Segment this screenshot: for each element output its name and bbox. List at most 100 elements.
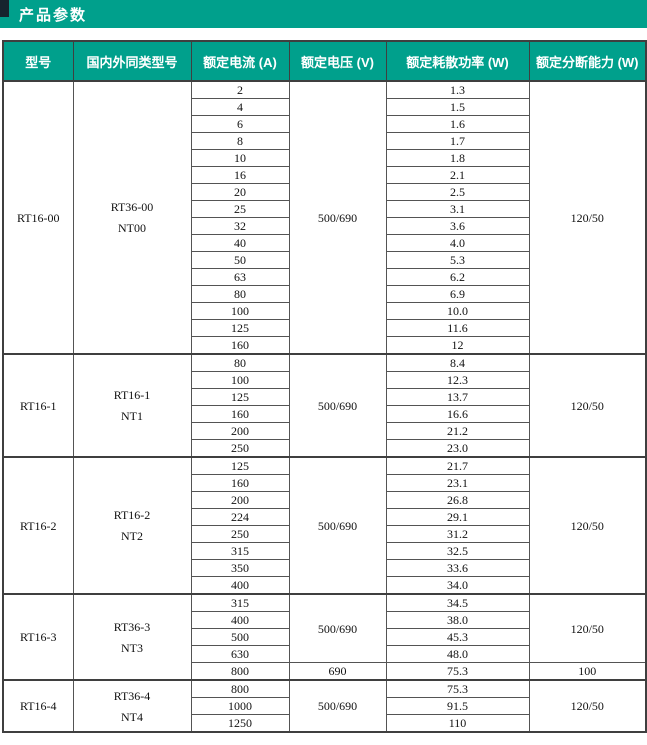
rated-current-cell: 20 — [190, 183, 290, 201]
rated-current-cell: 63 — [190, 268, 290, 286]
rated-current-cell: 400 — [190, 611, 290, 629]
rated-current-cell: 800 — [190, 679, 290, 698]
rated-power-dissipation-cell: 29.1 — [385, 508, 530, 526]
rated-voltage-cell: 500/690 — [288, 593, 387, 663]
equivalent-model-cell: RT36-3 NT3 — [72, 593, 192, 681]
model-cell: RT16-3 — [2, 593, 74, 681]
rated-current-cell: 630 — [190, 645, 290, 663]
column-header-breaking: 额定分断能力 (W) — [528, 40, 647, 82]
rated-power-dissipation-cell: 21.2 — [385, 422, 530, 440]
rated-power-dissipation-cell: 75.3 — [385, 679, 530, 698]
table-row: 630 48.0 — [3, 645, 646, 663]
rated-power-dissipation-cell: 75.3 — [385, 662, 530, 681]
rated-power-dissipation-cell: 11.6 — [385, 319, 530, 337]
rated-voltage-cell: 500/690 — [288, 679, 387, 733]
table-row: 100 12.3 — [3, 371, 646, 389]
rated-voltage-cell: 690 — [288, 662, 387, 681]
rated-current-cell: 315 — [190, 542, 290, 560]
equivalent-model-cell: RT36-4 NT4 — [72, 679, 192, 733]
rated-power-dissipation-cell: 23.1 — [385, 474, 530, 492]
rated-power-dissipation-cell: 33.6 — [385, 559, 530, 577]
table-row: 50 5.3 — [3, 251, 646, 269]
rated-current-cell: 160 — [190, 474, 290, 492]
rated-current-cell: 125 — [190, 388, 290, 406]
rated-power-dissipation-cell: 45.3 — [385, 628, 530, 646]
column-header-current: 额定电流 (A) — [190, 40, 290, 82]
equivalent-model-line: NT2 — [121, 529, 143, 543]
table-row: RT16-00 RT36-00 NT00 2 500/690 1.3 120/50 — [2, 80, 647, 355]
table-row: 500 45.3 — [3, 628, 646, 646]
equivalent-model-line: RT16-1 — [113, 388, 151, 402]
rated-power-dissipation-cell: 34.5 — [385, 593, 530, 612]
rated-power-dissipation-cell: 13.7 — [385, 388, 530, 406]
rated-current-cell: 25 — [190, 200, 290, 218]
equivalent-model-cell: RT36-00 NT00 — [72, 80, 192, 355]
table-header: 型号 国内外同类型号 额定电流 (A) 额定电压 (V) 额定耗散功率 (W) 额定分断能… — [2, 40, 647, 82]
rated-current-cell: 125 — [190, 319, 290, 337]
equivalent-model-cell: RT16-2 NT2 — [72, 456, 192, 595]
rated-current-cell: 350 — [190, 559, 290, 577]
rated-breaking-capacity-cell: 120/50 — [528, 80, 647, 355]
product-spec-table: 型号 国内外同类型号 额定电流 (A) 额定电压 (V) 额定耗散功率 (W) 额定分断能… — [2, 40, 647, 733]
table-row: 1250 110 — [3, 714, 646, 733]
table-row: 160 16.6 — [3, 405, 646, 423]
rated-current-cell: 40 — [190, 234, 290, 252]
rated-power-dissipation-cell: 1.8 — [385, 149, 530, 167]
table-row: 400 38.0 — [3, 611, 646, 629]
table-body: RT16-00 RT36-00 NT00 2 500/690 1.3 120/50 4 1.5 6… — [2, 80, 647, 733]
table-row: 800 690 75.3 100 — [3, 662, 647, 681]
rated-current-cell: 200 — [190, 491, 290, 509]
rated-current-cell: 100 — [190, 302, 290, 320]
rated-power-dissipation-cell: 110 — [385, 714, 530, 733]
rated-power-dissipation-cell: 6.2 — [385, 268, 530, 286]
rated-current-cell: 8 — [190, 132, 290, 150]
model-cell: RT16-00 — [2, 80, 74, 355]
table-row: 125 13.7 — [3, 388, 646, 406]
rated-voltage-cell: 500/690 — [288, 80, 387, 355]
rated-power-dissipation-cell: 12 — [385, 336, 530, 355]
table-row: 20 2.5 — [3, 183, 646, 201]
table-row: 160 12 — [3, 336, 646, 355]
rated-current-cell: 10 — [190, 149, 290, 167]
rated-power-dissipation-cell: 23.0 — [385, 439, 530, 458]
equivalent-model-line: RT36-00 — [110, 200, 154, 214]
rated-power-dissipation-cell: 10.0 — [385, 302, 530, 320]
rated-power-dissipation-cell: 31.2 — [385, 525, 530, 543]
rated-current-cell: 1000 — [190, 697, 290, 715]
rated-current-cell: 250 — [190, 439, 290, 458]
rated-breaking-capacity-cell: 120/50 — [528, 679, 647, 733]
model-cell: RT16-2 — [2, 456, 74, 595]
rated-power-dissipation-cell: 8.4 — [385, 353, 530, 372]
table-row: 250 31.2 — [3, 525, 646, 543]
model-cell: RT16-4 — [2, 679, 74, 733]
rated-power-dissipation-cell: 21.7 — [385, 456, 530, 475]
table-row: 40 4.0 — [3, 234, 646, 252]
table-row: 315 32.5 — [3, 542, 646, 560]
rated-breaking-capacity-cell: 120/50 — [528, 593, 647, 663]
rated-current-cell: 6 — [190, 115, 290, 133]
rated-power-dissipation-cell: 32.5 — [385, 542, 530, 560]
section-title-bar: 产品参数 — [0, 0, 647, 28]
table-row: 200 21.2 — [3, 422, 646, 440]
equivalent-model-line: NT00 — [118, 221, 146, 235]
rated-power-dissipation-cell: 1.6 — [385, 115, 530, 133]
equivalent-model-line: RT16-2 — [113, 508, 151, 522]
rated-breaking-capacity-cell: 100 — [528, 662, 647, 681]
rated-current-cell: 800 — [190, 662, 290, 681]
table-row: 400 34.0 — [3, 576, 646, 595]
column-header-voltage: 额定电压 (V) — [288, 40, 387, 82]
column-header-equivalent: 国内外同类型号 — [72, 40, 192, 82]
rated-power-dissipation-cell: 6.9 — [385, 285, 530, 303]
rated-power-dissipation-cell: 1.7 — [385, 132, 530, 150]
rated-voltage-cell: 500/690 — [288, 456, 387, 595]
rated-current-cell: 80 — [190, 285, 290, 303]
rated-power-dissipation-cell: 16.6 — [385, 405, 530, 423]
table-row: 1000 91.5 — [3, 697, 646, 715]
rated-power-dissipation-cell: 4.0 — [385, 234, 530, 252]
rated-current-cell: 160 — [190, 405, 290, 423]
equivalent-model-cell: RT16-1 NT1 — [72, 353, 192, 458]
rated-current-cell: 160 — [190, 336, 290, 355]
rated-current-cell: 500 — [190, 628, 290, 646]
rated-current-cell: 32 — [190, 217, 290, 235]
equivalent-model-line: RT36-3 — [113, 619, 151, 634]
